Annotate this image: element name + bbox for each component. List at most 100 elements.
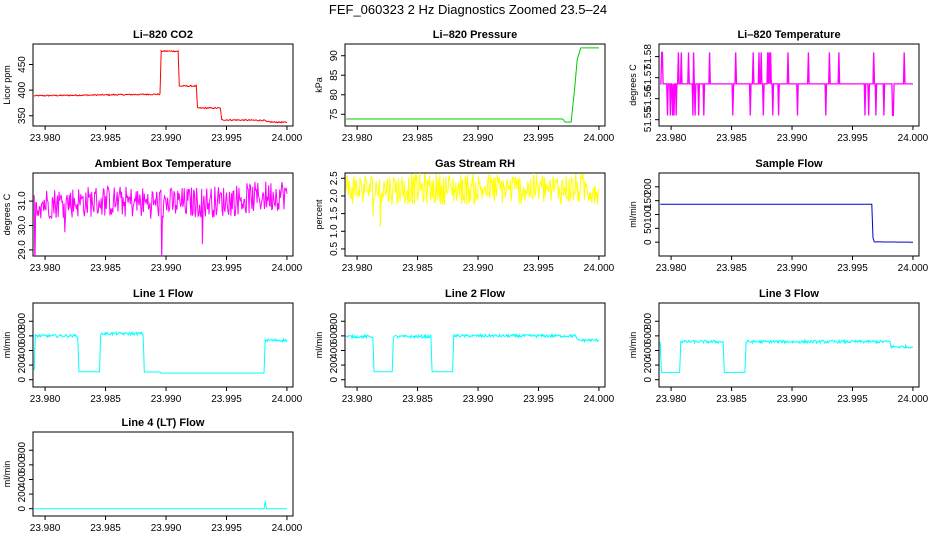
y-axis-label: ml/min xyxy=(314,332,324,359)
x-tick-label: 23.995 xyxy=(523,133,554,144)
y-tick-label: 51.57 xyxy=(643,65,654,90)
plot-frame xyxy=(344,172,606,257)
y-tick-label: 600 xyxy=(643,327,654,344)
series-line xyxy=(345,173,600,227)
series-line xyxy=(346,47,599,123)
x-tick-label: 23.980 xyxy=(656,263,687,274)
y-tick-label: 200 xyxy=(643,178,654,195)
x-tick-label: 23.995 xyxy=(523,394,554,405)
y-axis-label: degrees C xyxy=(2,193,12,235)
x-tick-label: 23.995 xyxy=(211,263,242,274)
x-tick-label: 23.995 xyxy=(837,133,868,144)
plot-frame xyxy=(658,302,920,388)
x-tick-label: 24.000 xyxy=(272,263,303,274)
y-tick-label: 29.0 xyxy=(17,240,28,260)
x-tick-label: 23.995 xyxy=(211,523,242,534)
panel-2: Li–820 Pressure 23.980 23.985 23.990 23.995 2… xyxy=(314,29,615,144)
x-tick-label: 23.985 xyxy=(402,133,433,144)
y-tick-label: 80 xyxy=(329,89,340,101)
y-tick-label: 51.56 xyxy=(643,86,654,111)
x-tick-label: 23.985 xyxy=(716,133,747,144)
x-tick-label: 23.985 xyxy=(716,394,747,405)
x-tick-label: 24.000 xyxy=(272,133,303,144)
x-tick-label: 24.000 xyxy=(898,263,929,274)
x-tick-label: 24.000 xyxy=(272,523,303,534)
y-tick-label: 600 xyxy=(329,327,340,344)
series-line xyxy=(33,49,288,124)
y-tick-label: 2.0 xyxy=(329,189,340,203)
y-tick-label: 200 xyxy=(329,356,340,373)
panel-5: Gas Stream RH 23.980 23.985 23.990 23.995 24.… xyxy=(314,158,615,274)
panel-title: Li–820 CO2 xyxy=(133,29,193,41)
x-tick-label: 23.985 xyxy=(90,523,121,534)
x-tick-label: 23.985 xyxy=(90,263,121,274)
series-line xyxy=(659,338,914,373)
y-tick-label: 800 xyxy=(17,441,28,458)
panel-title: Line 4 (LT) Flow xyxy=(122,417,205,429)
panel-title: Ambient Box Temperature xyxy=(95,158,232,170)
y-tick-label: 400 xyxy=(17,81,28,98)
panel-title: Li–820 Pressure xyxy=(433,29,517,41)
x-tick-label: 23.980 xyxy=(342,133,373,144)
y-tick-label: 31.0 xyxy=(17,191,28,211)
plot-frame xyxy=(658,43,920,127)
y-axis-label: degrees C xyxy=(628,64,638,106)
panel-title: Li–820 Temperature xyxy=(737,29,840,41)
page-title: FEF_060323 2 Hz Diagnostics Zoomed 23.5–… xyxy=(328,2,608,17)
y-tick-label: 600 xyxy=(17,456,28,473)
y-tick-label: 2.5 xyxy=(329,171,340,185)
series-line xyxy=(660,51,913,117)
series-line xyxy=(33,331,288,374)
y-tick-label: 400 xyxy=(329,342,340,359)
x-tick-label: 24.000 xyxy=(584,394,615,405)
x-tick-label: 24.000 xyxy=(272,394,303,405)
y-tick-label: 30.0 xyxy=(17,215,28,235)
x-tick-label: 23.985 xyxy=(402,394,433,405)
y-axis-label: percent xyxy=(314,199,324,230)
y-axis-label: Licor ppm xyxy=(2,65,12,105)
y-axis-label: kPa xyxy=(314,77,324,93)
y-tick-label: 600 xyxy=(17,327,28,344)
y-tick-label: 0 xyxy=(643,239,654,245)
y-tick-label: 0 xyxy=(17,505,28,511)
x-tick-label: 23.990 xyxy=(777,263,808,274)
x-tick-label: 23.980 xyxy=(342,263,373,274)
y-tick-label: 400 xyxy=(17,342,28,359)
y-tick-label: 100 xyxy=(643,206,654,223)
panel-8: Line 2 Flow 23.980 23.985 23.990 23.995 24.00… xyxy=(314,288,615,405)
panel-title: Line 2 Flow xyxy=(445,288,505,300)
panel-6: Sample Flow 23.980 23.985 23.990 23.995 24.00… xyxy=(628,158,929,274)
x-tick-label: 23.990 xyxy=(463,263,494,274)
y-tick-label: 200 xyxy=(17,485,28,502)
x-tick-label: 23.980 xyxy=(30,133,61,144)
y-tick-label: 450 xyxy=(17,56,28,73)
y-tick-label: 1.0 xyxy=(329,224,340,238)
panel-title: Sample Flow xyxy=(755,158,823,170)
x-tick-label: 23.980 xyxy=(656,394,687,405)
plot-frame xyxy=(344,43,606,127)
y-tick-label: 1.5 xyxy=(329,206,340,220)
x-tick-label: 23.980 xyxy=(30,394,61,405)
series-line xyxy=(660,203,913,243)
x-tick-label: 23.990 xyxy=(151,523,182,534)
y-tick-label: 800 xyxy=(17,312,28,329)
y-tick-label: 51.55 xyxy=(643,107,654,132)
x-tick-label: 23.990 xyxy=(151,133,182,144)
x-tick-label: 24.000 xyxy=(584,133,615,144)
y-tick-label: 800 xyxy=(329,312,340,329)
y-tick-label: 90 xyxy=(329,50,340,62)
x-tick-label: 23.985 xyxy=(716,263,747,274)
plot-frame xyxy=(344,302,606,388)
y-tick-label: 400 xyxy=(643,342,654,359)
x-tick-label: 23.990 xyxy=(777,394,808,405)
plot-frame xyxy=(32,43,294,127)
x-tick-label: 24.000 xyxy=(898,394,929,405)
y-axis-label: ml/min xyxy=(628,201,638,228)
y-axis-label: ml/min xyxy=(2,332,12,359)
y-tick-label: 150 xyxy=(643,192,654,209)
x-tick-label: 23.980 xyxy=(30,263,61,274)
y-tick-label: 0.5 xyxy=(329,242,340,256)
x-tick-label: 23.995 xyxy=(837,394,868,405)
panel-title: Gas Stream RH xyxy=(435,158,515,170)
